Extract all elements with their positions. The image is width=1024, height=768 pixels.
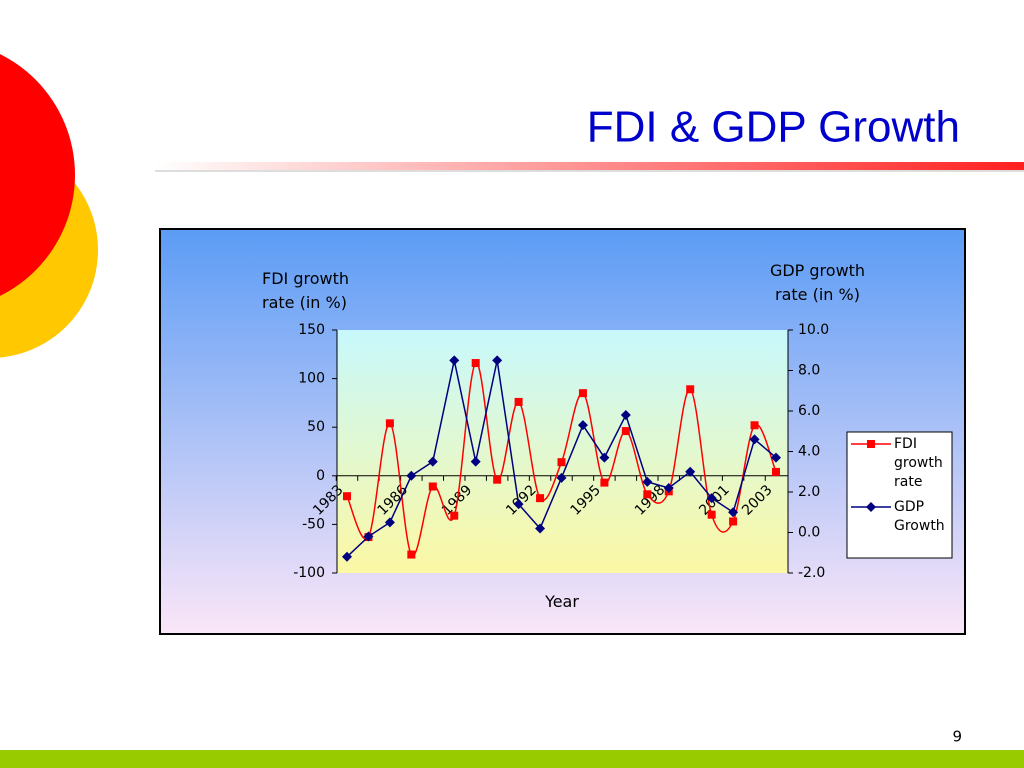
data-point xyxy=(407,550,416,559)
y-tick-label: 50 xyxy=(307,419,325,435)
data-point xyxy=(599,452,610,463)
y2-tick-label: 8.0 xyxy=(798,363,820,379)
y-tick-label: 100 xyxy=(298,371,325,387)
data-point xyxy=(557,458,566,467)
data-point xyxy=(428,482,437,491)
data-point xyxy=(514,397,523,406)
data-point xyxy=(729,517,738,526)
slide-title: FDI & GDP Growth xyxy=(587,103,960,152)
legend-label: GDP Growth xyxy=(894,499,945,534)
data-point xyxy=(577,420,588,431)
data-point xyxy=(343,492,351,501)
data-point xyxy=(643,490,652,499)
data-point xyxy=(621,427,630,436)
y2-tick-label: 6.0 xyxy=(798,403,820,419)
y-tick-label: -50 xyxy=(302,516,325,532)
data-point xyxy=(342,551,352,562)
data-point xyxy=(492,355,503,366)
legend xyxy=(846,431,953,559)
data-point xyxy=(600,478,609,487)
data-point xyxy=(749,434,760,445)
data-point xyxy=(449,355,460,366)
data-point xyxy=(471,359,480,368)
title-rule xyxy=(155,162,1024,170)
y2-tick-label: 2.0 xyxy=(798,484,820,500)
data-point xyxy=(685,466,696,477)
y-tick-label: 150 xyxy=(298,322,325,338)
legend-marker xyxy=(867,440,875,448)
y2-tick-label: 10.0 xyxy=(798,322,829,338)
data-point xyxy=(384,517,395,528)
y-axis-title: FDI growth rate (in %) xyxy=(262,269,349,312)
data-point xyxy=(686,385,695,394)
footer-bar xyxy=(0,750,1024,768)
data-point xyxy=(771,452,781,463)
data-point xyxy=(536,494,545,503)
data-point xyxy=(427,456,438,467)
data-point xyxy=(578,389,587,398)
data-point xyxy=(535,523,546,534)
legend-marker xyxy=(866,502,876,512)
data-point xyxy=(620,410,631,421)
x-axis-title: Year xyxy=(545,592,579,611)
y-tick-label: 0 xyxy=(316,468,325,484)
data-point xyxy=(556,472,567,483)
decor-circle xyxy=(0,54,75,296)
y2-tick-label: 4.0 xyxy=(798,444,820,460)
data-point xyxy=(706,493,717,504)
data-point xyxy=(663,482,674,493)
data-point xyxy=(406,470,417,481)
data-point xyxy=(513,499,524,510)
y-tick-label: -100 xyxy=(293,565,325,581)
data-point xyxy=(450,511,459,520)
data-point xyxy=(493,475,502,484)
data-point xyxy=(750,421,759,430)
y2-tick-label: -2.0 xyxy=(798,565,825,581)
plot-area xyxy=(337,330,788,573)
y2-tick-label: 0.0 xyxy=(798,525,820,541)
data-point xyxy=(707,510,716,519)
data-point xyxy=(470,456,481,467)
data-point xyxy=(385,419,394,428)
data-point xyxy=(642,476,653,487)
y2-axis-title: GDP growth rate (in %) xyxy=(769,261,866,304)
legend-label: FDI growth rate xyxy=(894,436,943,490)
data-point xyxy=(728,507,739,518)
data-point xyxy=(772,467,780,476)
data-point xyxy=(363,531,374,542)
page-number: 9 xyxy=(952,728,962,746)
